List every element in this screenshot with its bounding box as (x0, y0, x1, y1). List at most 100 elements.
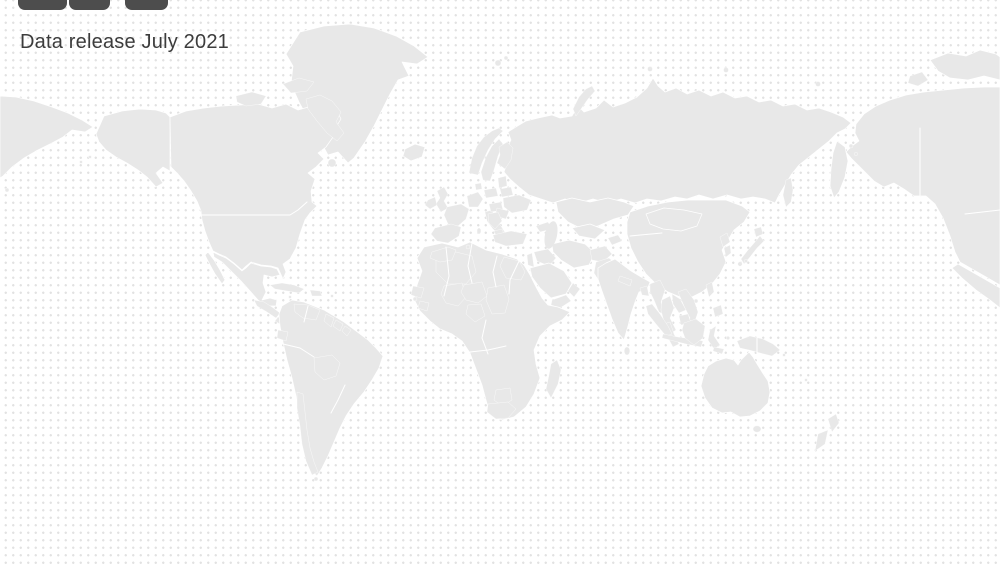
region-oman[interactable] (567, 282, 581, 298)
region-sri-lanka[interactable] (624, 346, 630, 356)
toolbar-button-3[interactable] (125, 0, 168, 10)
region-turkey[interactable] (492, 230, 528, 247)
region-finland[interactable] (496, 141, 514, 170)
region-mali[interactable] (440, 282, 467, 307)
region-bolivia[interactable] (313, 354, 341, 381)
region-arctic-canada[interactable] (282, 77, 315, 94)
region-morocco[interactable] (429, 246, 457, 263)
region-guinea[interactable] (417, 300, 430, 312)
region-france[interactable] (443, 203, 470, 227)
region-senegal[interactable] (412, 296, 418, 302)
region-arctic-canada-wrap[interactable] (907, 71, 929, 87)
region-arctic-canada-wrap[interactable] (929, 49, 1000, 81)
region-island-speck[interactable] (4, 187, 10, 193)
region-new-guinea[interactable] (736, 335, 781, 357)
region-iceland[interactable] (402, 143, 426, 162)
region-balkans[interactable] (487, 211, 503, 230)
region-tierra-del-fuego[interactable] (313, 476, 319, 482)
region-iraq[interactable] (533, 248, 557, 267)
region-south-africa[interactable] (486, 401, 517, 420)
region-saudi-arabia[interactable] (529, 262, 573, 299)
toolbar-button-1[interactable] (18, 0, 67, 10)
region-north-korea[interactable] (719, 232, 731, 248)
region-kazakhstan[interactable] (555, 197, 635, 230)
region-mongolia[interactable] (645, 207, 703, 232)
region-united-kingdom[interactable] (435, 186, 449, 213)
region-arctic-island[interactable] (647, 66, 653, 72)
region-novaya-zemlya[interactable] (572, 85, 596, 117)
region-russia[interactable] (503, 77, 852, 204)
region-chad[interactable] (485, 284, 510, 315)
region-levant[interactable] (526, 252, 535, 268)
region-alaska-wrap[interactable] (845, 86, 1000, 286)
region-central-asia[interactable] (571, 223, 606, 240)
region-arctic-canada[interactable] (235, 91, 267, 107)
region-hispaniola[interactable] (309, 289, 323, 297)
region-aleutian-island[interactable] (79, 160, 83, 164)
region-chukotka-wrap[interactable] (0, 95, 94, 179)
region-thailand[interactable] (660, 295, 677, 335)
region-sardinia[interactable] (476, 227, 482, 235)
region-philippines-luzon[interactable] (705, 281, 715, 298)
region-moluccas[interactable] (726, 336, 730, 340)
region-niger[interactable] (460, 281, 488, 304)
region-tunisia[interactable] (465, 244, 471, 250)
region-borneo[interactable] (681, 318, 706, 346)
region-australia[interactable] (700, 351, 771, 418)
region-india[interactable] (597, 258, 651, 341)
region-newfoundland[interactable] (327, 158, 337, 168)
region-philippines-mindanao[interactable] (712, 304, 724, 318)
region-tasmania[interactable] (752, 425, 762, 433)
region-ireland[interactable] (424, 196, 438, 210)
region-ukraine[interactable] (502, 194, 532, 214)
region-timor[interactable] (712, 346, 725, 355)
region-afghanistan[interactable] (589, 245, 613, 263)
region-yemen[interactable] (550, 294, 572, 309)
region-bering-island[interactable] (848, 143, 854, 149)
region-iran[interactable] (551, 239, 596, 269)
region-suriname[interactable] (332, 319, 344, 332)
region-arctic-island[interactable] (815, 81, 821, 87)
region-french-guiana[interactable] (341, 325, 352, 337)
region-svalbard[interactable] (503, 55, 509, 61)
region-south-korea[interactable] (723, 244, 732, 258)
region-japan-hokkaido[interactable] (753, 226, 764, 238)
region-guyana[interactable] (323, 313, 335, 328)
region-sakhalin[interactable] (782, 177, 794, 208)
region-svalbard[interactable] (494, 59, 502, 67)
region-cuba[interactable] (269, 282, 305, 294)
region-bering-island[interactable] (854, 152, 858, 156)
region-central-america[interactable] (253, 299, 281, 319)
region-baffin-island[interactable] (305, 94, 345, 142)
region-new-zealand-north[interactable] (827, 413, 840, 433)
region-canada-usa[interactable] (169, 103, 342, 280)
region-japan-shikoku[interactable] (744, 259, 748, 263)
region-laos[interactable] (671, 293, 687, 314)
region-png-islands[interactable] (782, 353, 786, 357)
region-pacific-island[interactable] (804, 378, 808, 382)
region-sulawesi[interactable] (707, 325, 721, 350)
region-chile[interactable] (296, 391, 319, 476)
region-iberia[interactable] (430, 223, 462, 244)
region-denmark[interactable] (474, 182, 483, 191)
toolbar-button-2[interactable] (69, 0, 110, 10)
region-kyrgyzstan[interactable] (607, 234, 623, 246)
region-sumatra[interactable] (645, 303, 673, 337)
region-poland[interactable] (483, 187, 499, 199)
region-kamchatka[interactable] (829, 140, 849, 199)
region-jamaica[interactable] (288, 295, 292, 299)
region-germany[interactable] (466, 191, 484, 208)
region-western-sahara[interactable] (410, 285, 425, 299)
region-belarus[interactable] (499, 186, 514, 198)
region-nigeria[interactable] (465, 303, 486, 323)
region-alaska[interactable] (95, 108, 171, 188)
region-mexico-wrap[interactable] (951, 263, 1000, 309)
region-arctic-island[interactable] (723, 67, 729, 73)
region-japan-honshu[interactable] (740, 235, 765, 265)
region-japan-kyushu[interactable] (737, 261, 743, 267)
region-baltics[interactable] (497, 175, 508, 189)
region-ecuador[interactable] (276, 329, 289, 342)
region-antilles[interactable] (330, 294, 334, 298)
region-nepal[interactable] (617, 275, 633, 287)
region-bangladesh[interactable] (639, 285, 650, 297)
